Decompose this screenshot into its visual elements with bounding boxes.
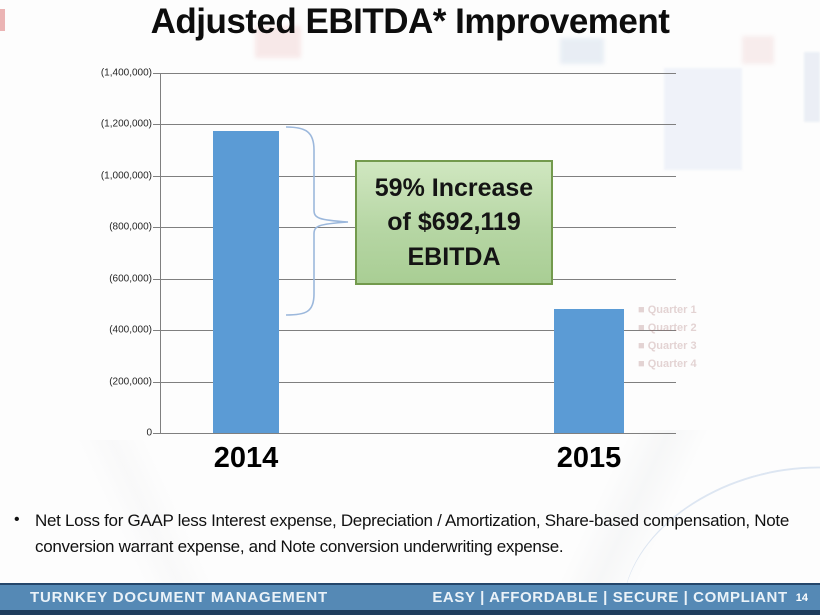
ghost-legend: ■ Quarter 1 ■ Quarter 2 ■ Quarter 3 ■ Quart…	[638, 301, 697, 373]
slide-title: Adjusted EBITDA* Improvement	[150, 2, 670, 41]
gridline	[161, 382, 676, 383]
footer-tagline-text: EASY | AFFORDABLE | SECURE | COMPLIANT	[432, 589, 788, 606]
y-axis-tick-label: (1,200,000)	[100, 118, 152, 130]
bar-2014	[213, 131, 279, 433]
gridline	[161, 330, 676, 331]
x-axis-label-2014: 2014	[213, 442, 279, 474]
bar-chart-plot-area: 2014 2015	[153, 73, 676, 474]
ghost-legend-item: ■ Quarter 3	[638, 340, 697, 352]
callout-box: 59% Increase of $692,119 EBITDA	[355, 160, 553, 285]
x-axis-label-2015: 2015	[556, 442, 622, 474]
ghost-legend-item: ■ Quarter 4	[638, 358, 697, 370]
y-axis-labels: (1,400,000) (1,200,000) (1,000,000) (800,00…	[78, 68, 152, 439]
y-axis-tick-label: (400,000)	[109, 324, 152, 336]
y-axis-tick-label: (200,000)	[109, 376, 152, 388]
y-axis-tick-label: 0	[146, 427, 152, 439]
axis-tick	[153, 124, 161, 125]
axis-tick	[153, 73, 161, 74]
y-axis-tick-label: (1,000,000)	[100, 170, 152, 182]
gridline	[161, 433, 676, 434]
bar-2015	[554, 309, 624, 433]
gridline	[161, 73, 676, 74]
callout-line-2: of $692,119	[387, 208, 521, 237]
callout-line-1: 59% Increase	[374, 173, 534, 202]
footer-right: EASY | AFFORDABLE | SECURE | COMPLIANT 1…	[432, 589, 808, 606]
y-axis-tick-label: (1,400,000)	[100, 67, 152, 79]
ghost-legend-item: ■ Quarter 2	[638, 322, 697, 334]
page-number: 14	[795, 591, 808, 604]
y-axis-tick-label: (600,000)	[109, 273, 152, 285]
axis-tick	[153, 433, 161, 434]
bullet-marker: •	[14, 511, 20, 528]
footer-brand-text: TURNKEY DOCUMENT MANAGEMENT	[30, 589, 328, 606]
axis-tick	[153, 382, 161, 383]
callout-line-3: EBITDA	[407, 242, 501, 271]
axis-tick	[153, 279, 161, 280]
axis-tick	[153, 176, 161, 177]
axis-tick	[153, 227, 161, 228]
footnote-text: Net Loss for GAAP less Interest expense,…	[35, 511, 789, 557]
ghost-legend-item: ■ Quarter 1	[638, 304, 697, 316]
background-artifact-edge	[804, 52, 820, 122]
y-axis-tick-label: (800,000)	[109, 221, 152, 233]
footer-bottom-edge	[0, 610, 820, 615]
footnote: • Net Loss for GAAP less Interest expens…	[14, 508, 806, 561]
brace-shape	[285, 126, 349, 316]
gridline	[161, 124, 676, 125]
footer-bar: TURNKEY DOCUMENT MANAGEMENT EASY | AFFOR…	[0, 583, 820, 615]
axis-tick	[153, 330, 161, 331]
footer-main: TURNKEY DOCUMENT MANAGEMENT EASY | AFFOR…	[0, 585, 820, 610]
footer-top-edge	[0, 583, 820, 585]
